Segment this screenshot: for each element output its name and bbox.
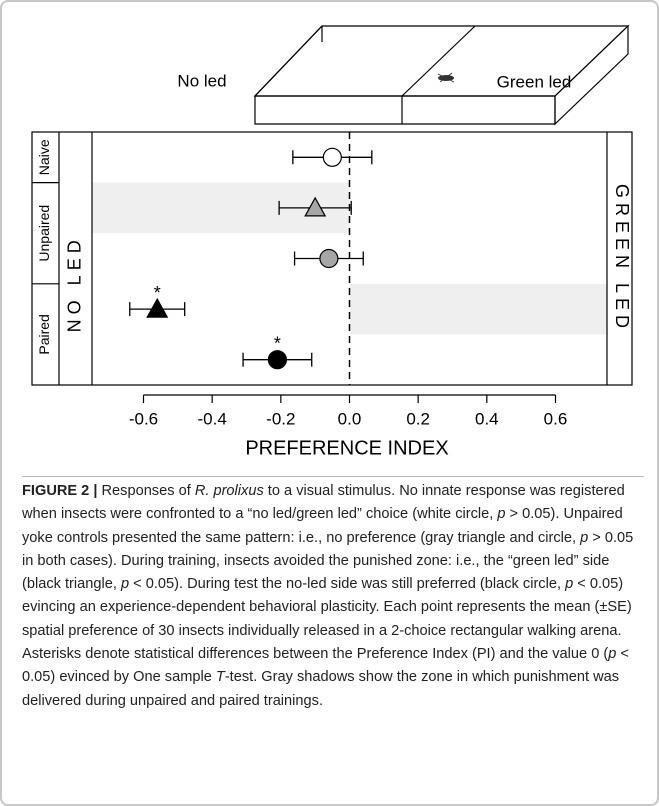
caption-text: R. prolixus: [194, 483, 264, 499]
point-circle: [322, 147, 342, 167]
group-label: Naive: [36, 139, 52, 175]
caption-text: FIGURE 2 |: [22, 483, 98, 499]
x-tick-label: 0.4: [475, 409, 499, 428]
caption-text: p: [120, 576, 130, 593]
group-label: Paired: [36, 314, 52, 354]
significance-marker: *: [274, 333, 281, 353]
caption-text: > 0.05). Unpaired yoke controls presente…: [22, 506, 623, 546]
caption-text: < 0.05) evincing an experience-dependent…: [22, 576, 632, 663]
caption-text: < 0.05). During test the no-led side was…: [129, 576, 566, 593]
caption-text: p: [497, 506, 506, 523]
caption-text: to a visual stimulus. No innate response…: [22, 483, 625, 523]
significance-marker: *: [154, 283, 161, 303]
point-triangle: [146, 297, 169, 318]
caption-text: > 0.05 in both cases). During training, …: [22, 529, 634, 593]
point-circle: [267, 350, 287, 370]
arena-right-label: Green led: [497, 72, 572, 91]
x-axis-title: PREFERENCE INDEX: [245, 437, 448, 459]
group-label: Unpaired: [36, 205, 52, 262]
x-tick-label: 0.0: [338, 409, 362, 428]
point-triangle: [304, 196, 327, 217]
chart: No led Green led PREFERENCE INDEX NO LED…: [31, 24, 633, 459]
punished-zone-shade: [349, 283, 607, 335]
arena-left-label: No led: [177, 71, 226, 90]
x-tick-label: -0.4: [198, 409, 227, 428]
panel-frame: [31, 131, 633, 386]
caption-text: p: [580, 529, 589, 546]
caption-text: Responses of: [97, 483, 195, 499]
caption: FIGURE 2 | Responses of R. prolixus to a…: [22, 476, 644, 713]
x-tick-label: -0.2: [266, 409, 295, 428]
x-tick-label: 0.2: [406, 409, 430, 428]
point-circle: [319, 248, 339, 269]
caption-text: T: [215, 669, 225, 686]
caption-text: p: [608, 646, 617, 663]
arena-drawing: [253, 24, 630, 126]
caption-text: -test. Gray shadows show the zone in whi…: [22, 669, 620, 709]
left-side-label: NO LED: [64, 235, 84, 332]
right-side-label: GREEN LED: [612, 184, 632, 333]
x-tick-label: 0.6: [544, 409, 568, 428]
caption-text: < 0.05) evinced by One sample: [22, 646, 629, 686]
insect-icon: [437, 72, 455, 83]
x-tick-label: -0.6: [129, 409, 158, 428]
caption-text: p: [565, 576, 574, 593]
